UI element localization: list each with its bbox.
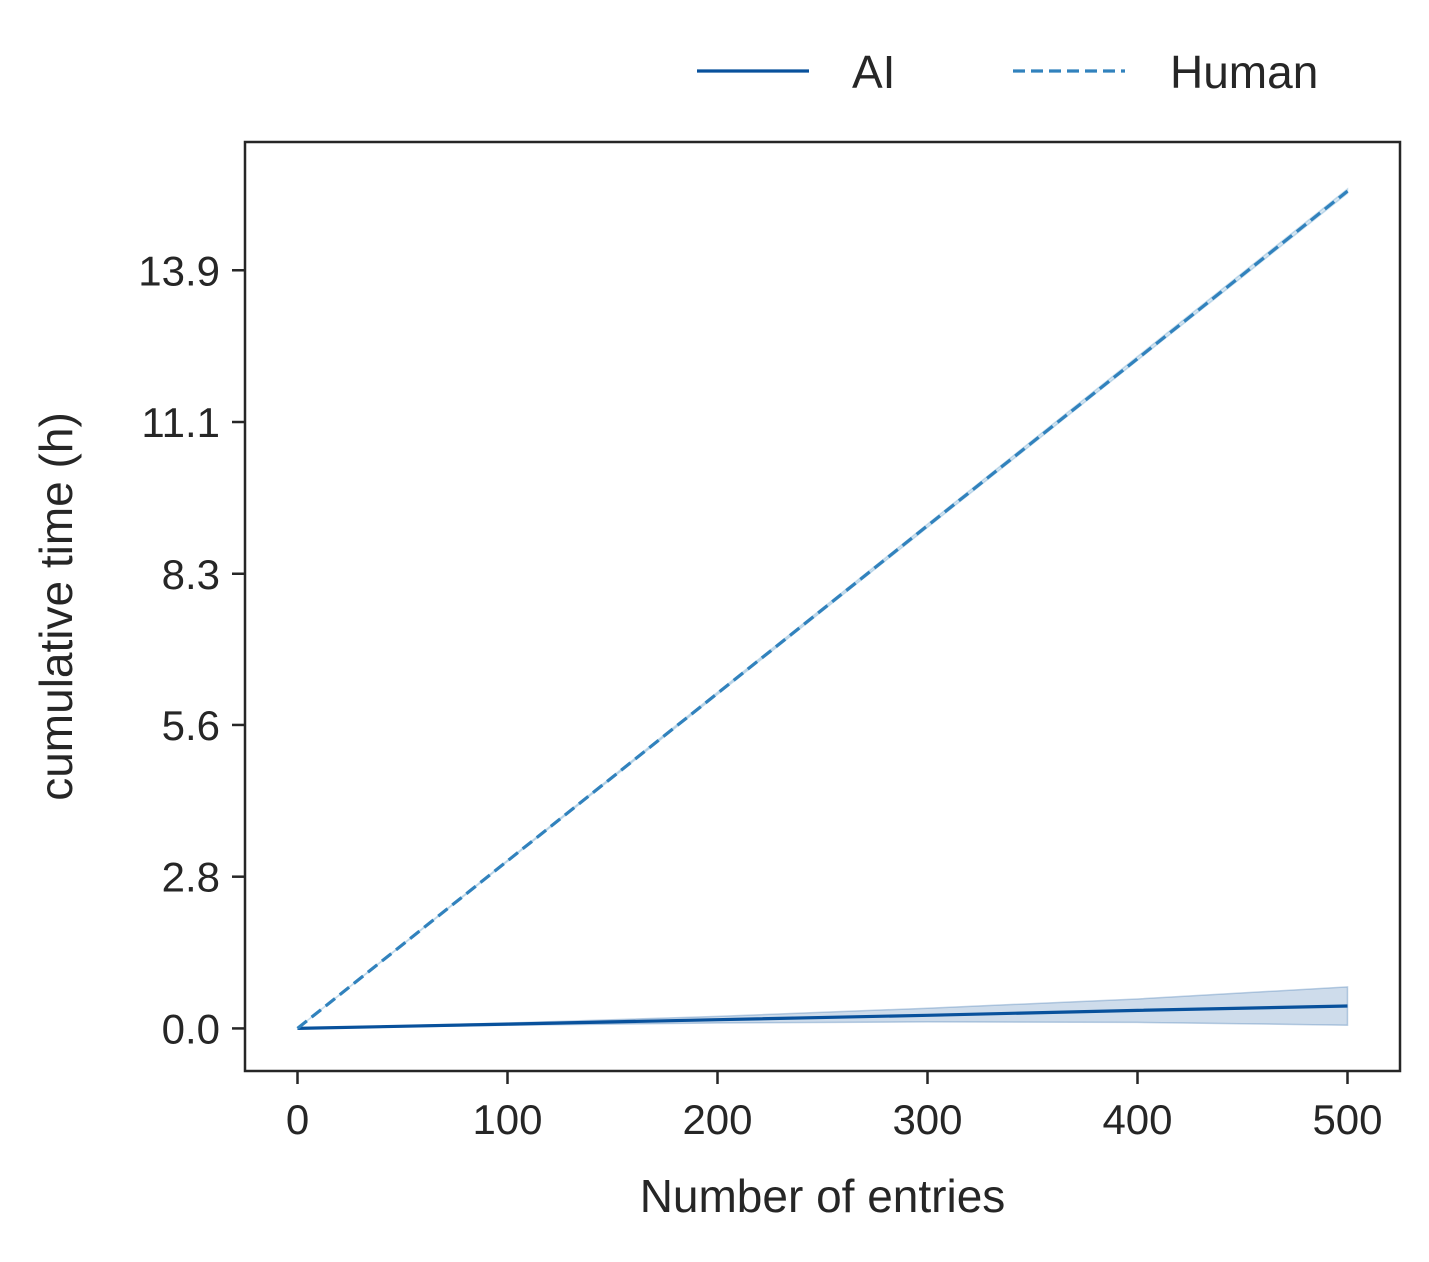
ai-line [297,1004,1348,1030]
y-tick-label: 5.6 [162,702,220,749]
ai-confidence-band [297,986,1349,1030]
x-tick-label: 500 [1312,1096,1382,1143]
plot-frame [243,140,1402,1073]
x-tick-label: 200 [682,1096,752,1143]
x-tick-label: 300 [892,1096,962,1143]
legend-label-human: Human [1170,46,1318,98]
x-tick-label: 0 [286,1096,309,1143]
series-lines [296,189,1349,1030]
y-tick-label: 0.0 [162,1005,220,1052]
y-axis-label: cumulative time (h) [30,412,82,801]
y-tick-label: 13.9 [138,247,220,294]
y-axis: 0.0 2.8 5.6 8.3 11.1 13.9 [138,247,245,1052]
x-axis-label: Number of entries [640,1170,1006,1222]
x-tick-label: 100 [472,1096,542,1143]
x-tick-label: 400 [1102,1096,1172,1143]
y-tick-label: 2.8 [162,854,220,901]
y-tick-label: 11.1 [141,399,220,446]
y-tick-label: 8.3 [162,551,220,598]
human-line [296,189,1349,1030]
legend: AI Human [697,46,1318,98]
x-axis: 0 100 200 300 400 500 [286,1071,1383,1143]
legend-label-ai: AI [852,46,895,98]
